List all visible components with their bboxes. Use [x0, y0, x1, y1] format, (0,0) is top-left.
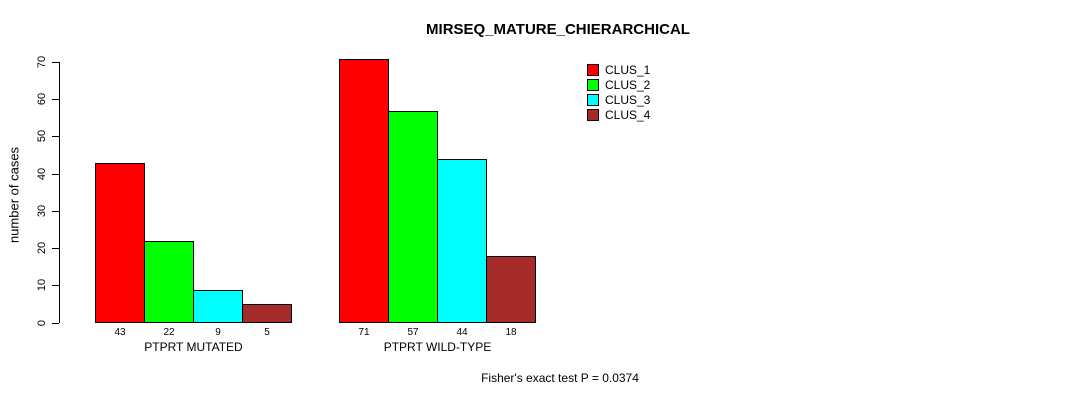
bar-value-label: 5	[264, 327, 270, 338]
stat-test-annotation: Fisher's exact test P = 0.0374	[481, 371, 639, 385]
legend-swatch-icon	[587, 78, 599, 91]
bar-clus_4-1	[242, 304, 292, 323]
legend-label: CLUS_3	[605, 92, 651, 107]
legend-label: CLUS_2	[605, 77, 651, 92]
bar-clus_2-1	[144, 241, 194, 323]
bar-value-label: 22	[163, 327, 175, 338]
legend-label: CLUS_1	[605, 62, 651, 77]
y-tick-mark	[52, 136, 59, 138]
bar-value-label: 43	[114, 327, 126, 338]
bar-value-label: 18	[505, 327, 517, 338]
legend-label: CLUS_4	[605, 107, 651, 122]
y-tick-label: 10	[36, 279, 48, 292]
legend-row: CLUS_3	[587, 92, 651, 107]
legend-row: CLUS_4	[587, 107, 651, 122]
bar-clus_4-2	[486, 256, 536, 323]
y-tick-mark	[52, 248, 59, 250]
y-tick-label: 20	[36, 241, 48, 255]
legend-swatch-icon	[587, 93, 599, 106]
y-tick-mark	[52, 62, 59, 63]
bar-clus_3-2	[437, 159, 487, 323]
chart-title: MIRSEQ_MATURE_CHIERARCHICAL	[426, 21, 690, 38]
y-tick-label: 70	[36, 55, 48, 69]
legend: CLUS_1 CLUS_2 CLUS_3 CLUS_4	[587, 63, 650, 123]
y-axis-title: number of cases	[6, 146, 22, 244]
bar-clus_1-1	[95, 162, 145, 323]
group-label-1: PTPRT MUTATED	[144, 340, 243, 354]
plot-area: 0 10 20 30 40 50 60 70 43 22 9 5 PTPRT MUTATED 71 57 4…	[36, 56, 559, 354]
bar-clus_1-2	[339, 58, 389, 323]
bar-value-label: 9	[215, 327, 221, 338]
y-tick-label: 50	[36, 130, 48, 143]
bar-value-label: 71	[358, 327, 370, 338]
bar-clus_3-1	[193, 289, 243, 323]
y-tick-mark	[52, 99, 59, 101]
y-tick-label: 60	[36, 93, 48, 106]
y-tick-mark	[52, 210, 59, 212]
bar-value-label: 44	[456, 327, 468, 338]
bar-value-label: 57	[407, 327, 419, 338]
y-tick-label: 40	[36, 167, 48, 180]
legend-swatch-icon	[587, 108, 599, 121]
legend-row: CLUS_2	[587, 77, 651, 92]
group-label-2: PTPRT WILD-TYPE	[383, 340, 492, 354]
y-axis-line	[59, 62, 60, 323]
legend-swatch-icon	[587, 63, 599, 76]
y-tick-label: 30	[36, 204, 48, 217]
legend-row: CLUS_1	[587, 62, 651, 77]
y-tick-mark	[52, 173, 59, 175]
y-tick-label: 0	[36, 319, 48, 326]
y-tick-mark	[52, 322, 59, 324]
bar-clus_2-2	[388, 110, 438, 323]
y-tick-mark	[52, 285, 59, 287]
